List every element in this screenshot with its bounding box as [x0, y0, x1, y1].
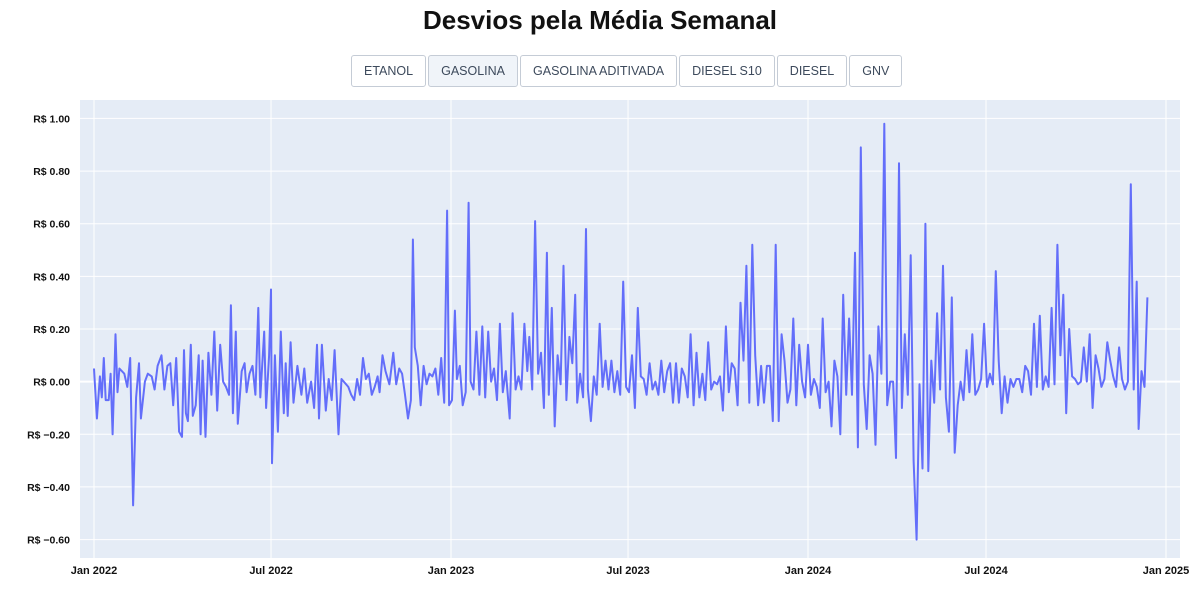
y-tick-label: R$ −0.60 [27, 535, 70, 547]
y-tick-label: R$ 0.20 [33, 324, 70, 336]
tab-gnv[interactable]: GNV [849, 55, 903, 87]
y-tick-label: R$ 0.00 [33, 377, 70, 389]
y-tick-label: R$ 0.80 [33, 166, 70, 178]
y-tick-label: R$ −0.20 [27, 429, 70, 441]
x-gridlines [93, 100, 1167, 558]
x-tick-label: Jul 2022 [249, 565, 292, 577]
chart-title: Desvios pela Média Semanal [422, 5, 778, 35]
series-line [93, 122, 1149, 541]
x-tick-label: Jan 2023 [428, 565, 474, 577]
x-tick-label: Jul 2024 [964, 565, 1008, 577]
x-tick-label: Jan 2024 [785, 565, 832, 577]
fuel-tabs: ETANOL GASOLINA GASOLINA ADITIVADA DIESE… [351, 55, 903, 87]
y-tick-label: R$ −0.40 [27, 482, 70, 494]
y-tick-label: R$ 1.00 [33, 113, 70, 125]
series-group [93, 122, 1149, 541]
tab-diesel[interactable]: DIESEL [776, 55, 848, 87]
y-tick-label: R$ 0.40 [33, 271, 70, 283]
x-axis: Jan 2022 Jul 2022 Jan 2023 Jul 2023 Jan 2024… [71, 565, 1189, 577]
tab-gasolina[interactable]: GASOLINA [428, 55, 519, 87]
y-axis: R$ 1.00 R$ 0.80 R$ 0.60 R$ 0.40 R$ 0.20 R$ 0.… [27, 113, 70, 546]
x-tick-label: Jul 2023 [606, 565, 649, 577]
x-tick-label: Jan 2022 [71, 565, 117, 577]
tab-etanol[interactable]: ETANOL [351, 55, 427, 87]
y-tick-label: R$ 0.60 [33, 219, 70, 231]
tab-diesel-s10[interactable]: DIESEL S10 [679, 55, 775, 87]
x-tick-label: Jan 2025 [1143, 565, 1189, 577]
tab-gasolina-aditivada[interactable]: GASOLINA ADITIVADA [520, 55, 678, 87]
